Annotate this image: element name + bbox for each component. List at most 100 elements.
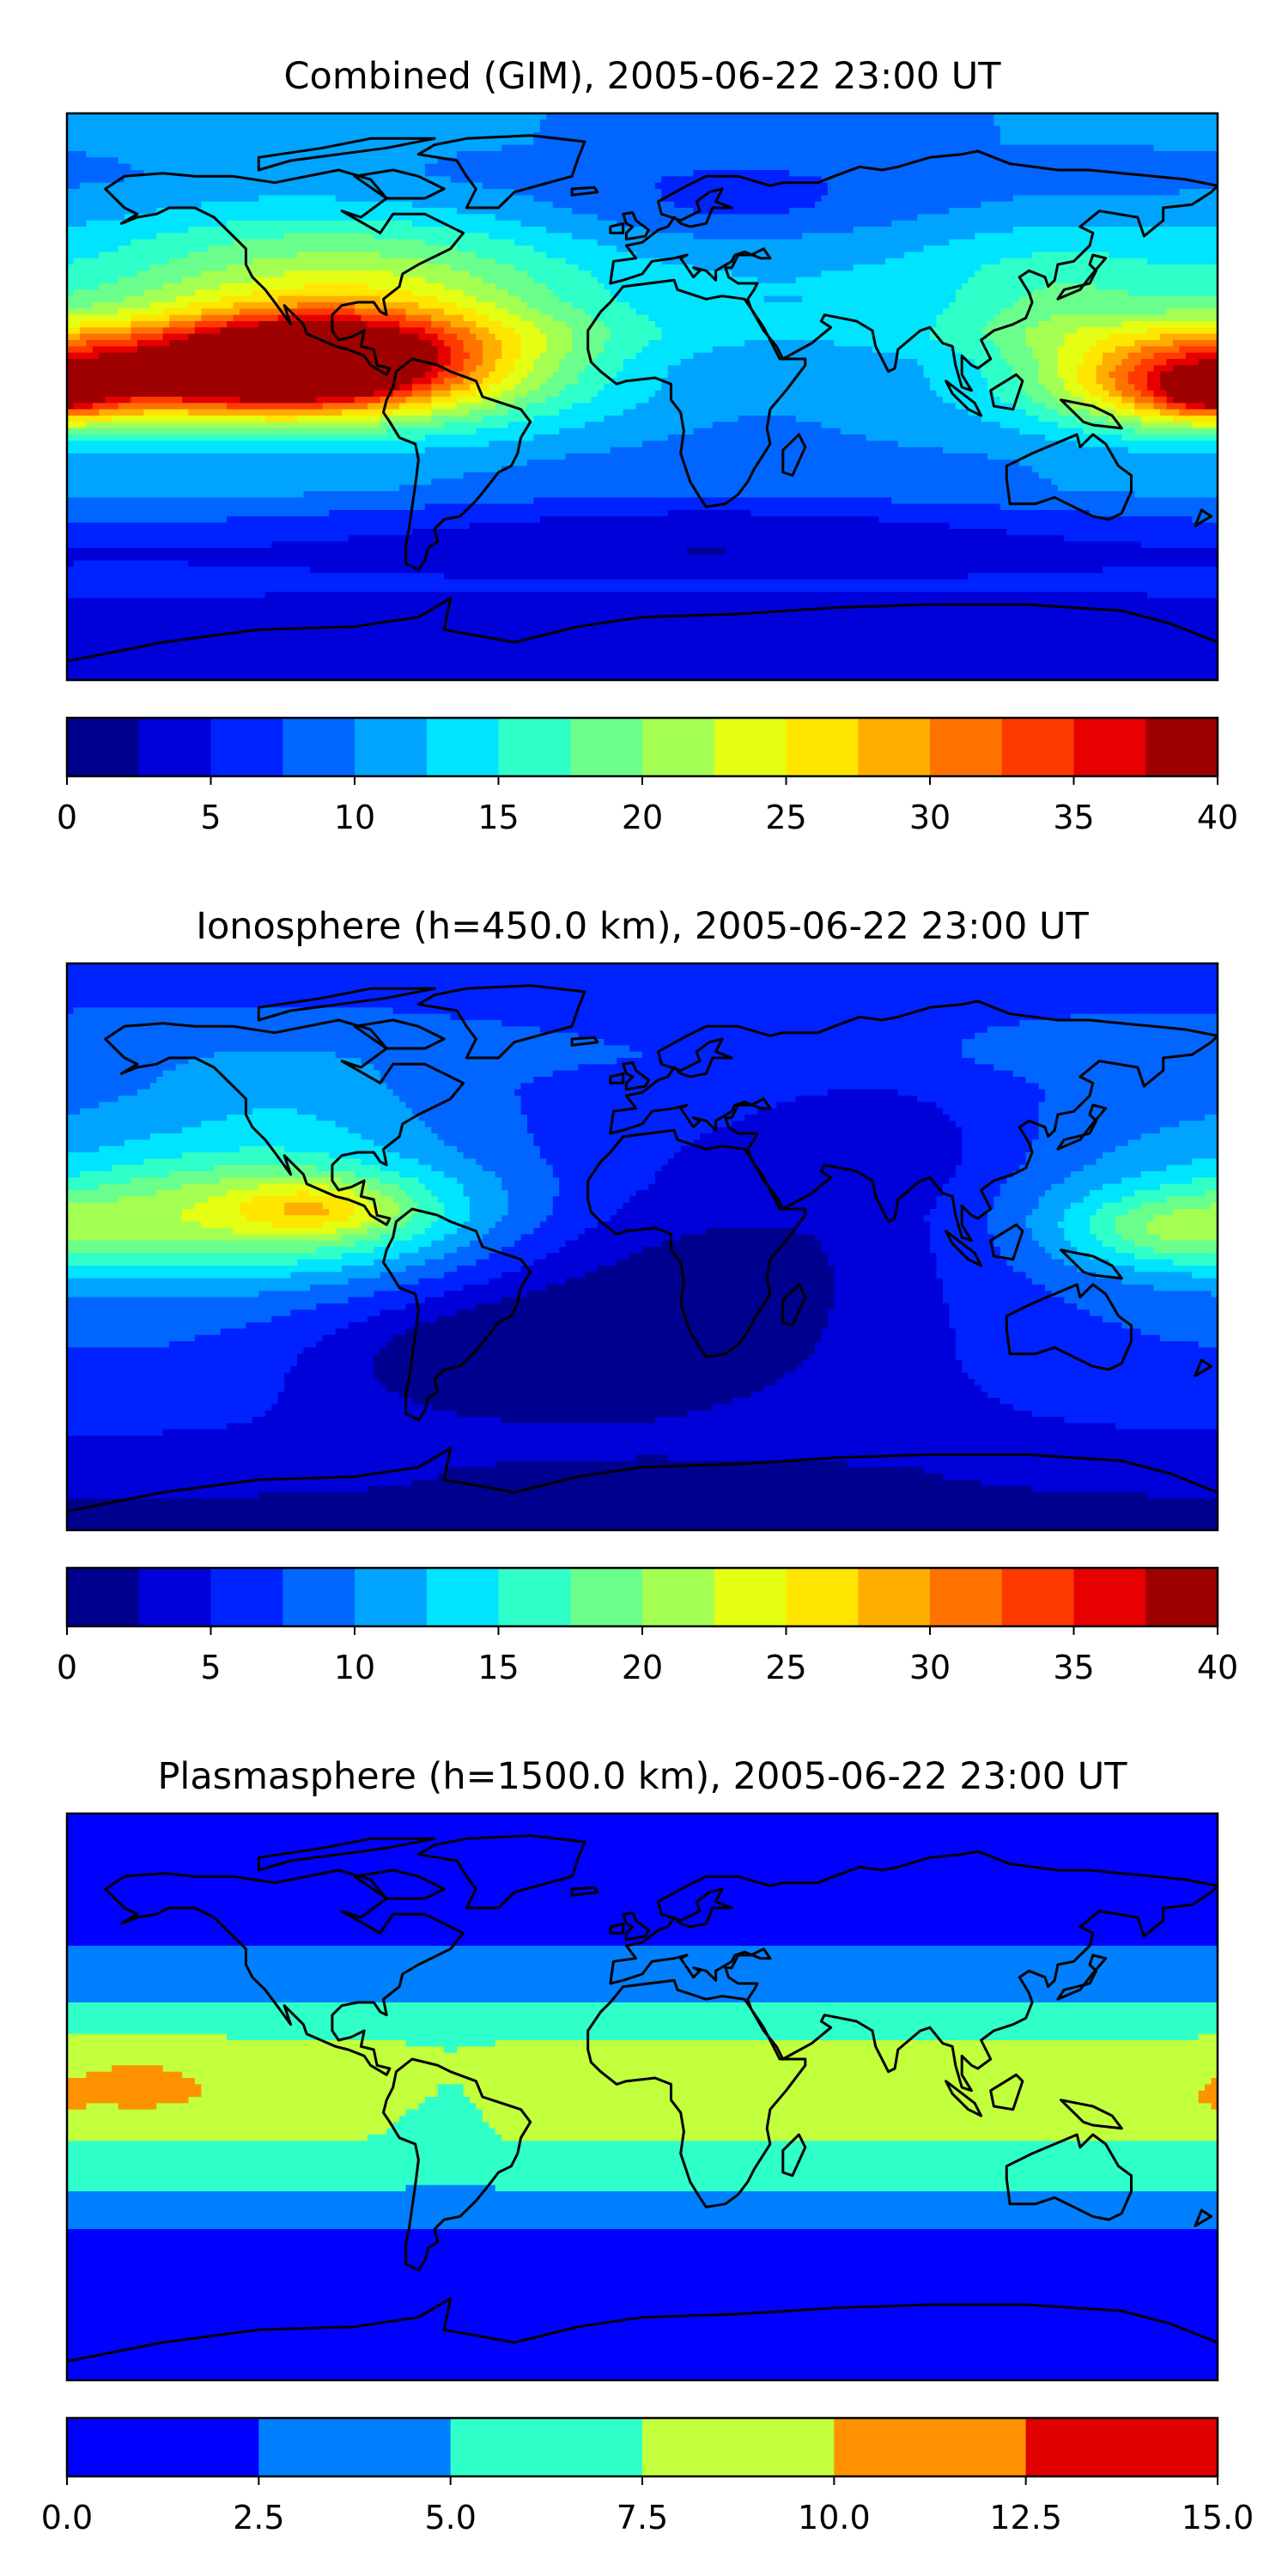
coastlines	[67, 984, 1218, 1513]
coastline-new-guinea	[1060, 1249, 1123, 1280]
map-frame	[65, 112, 1219, 682]
colorbar-tick-label: 15	[477, 799, 519, 836]
colorbar-tick-label: 0.0	[41, 2499, 93, 2537]
colorbar-segment	[258, 2418, 452, 2476]
coastline-nz	[1194, 1358, 1213, 1377]
coastline-eurasia	[609, 999, 1218, 1242]
colorbar-tick-label: 7.5	[617, 2499, 668, 2537]
colorbar-tick-label: 12.5	[989, 2499, 1062, 2537]
colorbar-segment	[210, 1568, 283, 1626]
colorbar-segment	[498, 718, 571, 776]
coastline-australia	[1005, 433, 1133, 521]
coastline-borneo	[989, 1223, 1024, 1261]
colorbar-segment	[67, 1568, 140, 1626]
coastline-africa	[586, 1128, 807, 1358]
colorbar-segment	[283, 1568, 355, 1626]
colorbar-tick-label: 10	[334, 799, 375, 836]
colorbar: 0.0 2.5 5.0 7.5 10.0 12.5 15.0	[41, 2416, 1255, 2537]
coastline-canada-islands	[257, 137, 436, 172]
colorbar-segment	[1001, 1568, 1074, 1626]
colorbar-segment	[858, 1568, 931, 1626]
colorbar-tick-label: 5	[200, 1649, 221, 1686]
coastline-antarctica	[67, 2297, 1218, 2363]
chart-panel-2: Ionosphere (h=450.0 km), 2005-06-22 23:0…	[57, 905, 1238, 1686]
coastline-africa	[586, 1978, 807, 2208]
colorbar: 0 5 10 15 20 25 30 35 40	[57, 1566, 1238, 1686]
colorbar-tick-label: 35	[1053, 799, 1094, 836]
colorbar-segment	[834, 2418, 1027, 2476]
coastline-uk	[622, 1061, 650, 1091]
colorbar-segment	[642, 1568, 715, 1626]
coastline-sumatra	[945, 2080, 983, 2117]
colorbar-segment	[355, 718, 428, 776]
map-frame	[65, 962, 1219, 1532]
colorbar-segment	[283, 718, 355, 776]
chart-title: Plasmasphere (h=1500.0 km), 2005-06-22 2…	[157, 1755, 1127, 1798]
coastline-eurasia	[609, 149, 1218, 392]
coastline-new-guinea	[1060, 2099, 1123, 2130]
colorbar-tick-label: 25	[765, 1649, 806, 1686]
colorbar-segment	[642, 2418, 835, 2476]
chart-panel-1: Combined (GIM), 2005-06-22 23:00 UT 0 5 10 1…	[57, 55, 1238, 836]
chart-title: Ionosphere (h=450.0 km), 2005-06-22 23:0…	[196, 905, 1089, 948]
colorbar-segment	[714, 718, 787, 776]
coastline-baffin	[353, 1018, 446, 1050]
colorbar-segment	[138, 1568, 211, 1626]
colorbar-tick-label: 2.5	[233, 2499, 284, 2537]
coastline-ireland	[609, 1072, 625, 1084]
colorbar-tick-label: 0	[57, 1649, 77, 1686]
coastline-sumatra	[945, 380, 983, 417]
coastline-nz	[1194, 508, 1213, 527]
coastline-borneo	[989, 373, 1024, 411]
coastline-new-guinea	[1060, 398, 1123, 430]
coastline-japan	[1056, 253, 1108, 301]
coastline-iceland	[570, 185, 599, 197]
colorbar-segment	[714, 1568, 787, 1626]
colorbar-tick-label: 5.0	[424, 2499, 476, 2537]
colorbar-tick-label: 15.0	[1182, 2499, 1255, 2537]
coastline-canada-islands	[257, 987, 436, 1022]
coastline-africa	[586, 278, 807, 508]
colorbar-segment	[642, 718, 715, 776]
coastline-australia	[1005, 2133, 1133, 2221]
colorbar-tick-label: 20	[622, 1649, 663, 1686]
colorbar: 0 5 10 15 20 25 30 35 40	[57, 716, 1238, 836]
coastline-antarctica	[67, 597, 1218, 663]
coastline-south-america	[382, 357, 532, 572]
colorbar-segment	[355, 1568, 428, 1626]
coastline-madagascar	[781, 2133, 807, 2178]
colorbar-segment	[498, 1568, 571, 1626]
colorbar-tick-label: 5	[200, 799, 221, 836]
colorbar-segment	[67, 718, 140, 776]
coastline-sumatra	[945, 1230, 983, 1267]
colorbar-segment	[1145, 1568, 1218, 1626]
coastline-eurasia	[609, 1850, 1218, 2093]
coastline-baffin	[353, 168, 446, 200]
colorbar-tick-label: 15	[477, 1649, 519, 1686]
map-frame	[65, 1812, 1219, 2382]
colorbar-segment	[426, 1568, 499, 1626]
chart-panel-3: Plasmasphere (h=1500.0 km), 2005-06-22 2…	[41, 1755, 1255, 2537]
colorbar-segment	[930, 1568, 1003, 1626]
coastline-japan	[1056, 1103, 1108, 1151]
coastline-iceland	[570, 1036, 599, 1047]
coastline-south-america	[382, 2057, 532, 2272]
coastline-uk	[622, 1911, 650, 1941]
colorbar-tick-label: 25	[765, 799, 806, 836]
colorbar-segment	[570, 1568, 643, 1626]
coastline-south-america	[382, 1207, 532, 1422]
colorbar-segment	[1073, 718, 1146, 776]
coastline-nz	[1194, 2208, 1213, 2227]
colorbar-tick-label: 35	[1053, 1649, 1094, 1686]
colorbar-segment	[786, 718, 859, 776]
colorbar-segment	[1073, 1568, 1146, 1626]
coastline-ireland	[609, 222, 625, 234]
colorbar-tick-label: 40	[1197, 799, 1238, 836]
coastline-canada-islands	[257, 1837, 436, 1872]
colorbar-segment	[1001, 718, 1074, 776]
coastline-greenland	[416, 984, 586, 1060]
coastline-uk	[622, 211, 650, 241]
coastline-north-america	[104, 1868, 465, 2076]
colorbar-tick-label: 10.0	[798, 2499, 871, 2537]
